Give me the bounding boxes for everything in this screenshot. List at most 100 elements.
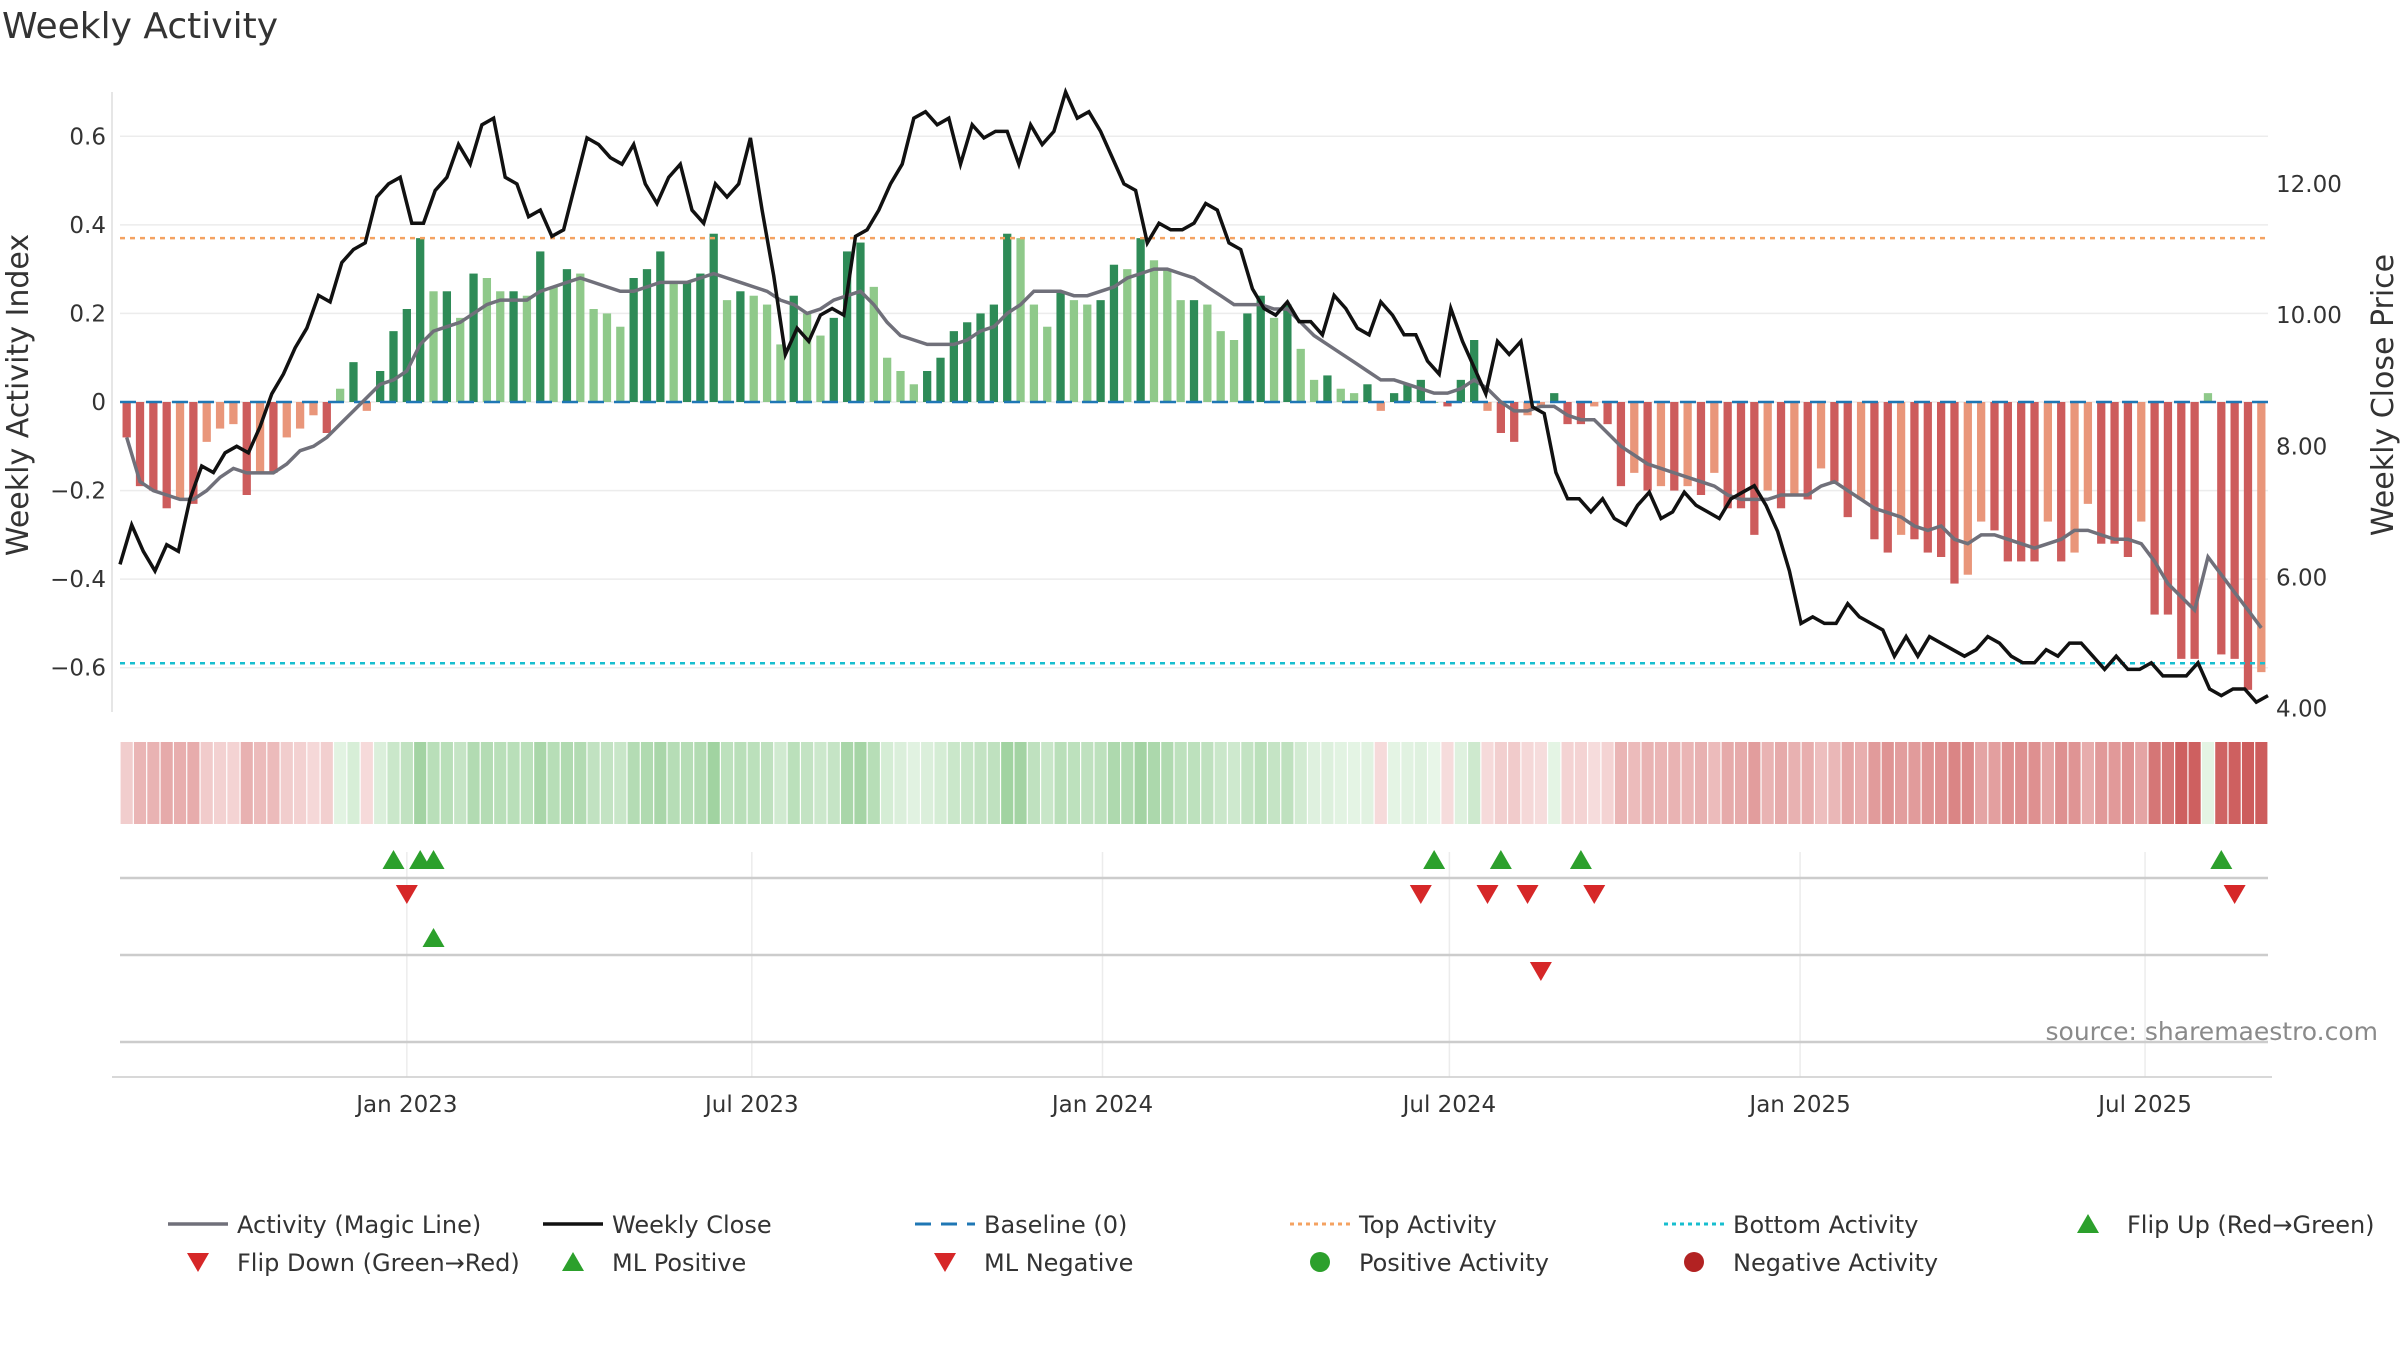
heat-cell (1868, 742, 1881, 824)
y-tick-label: 0.2 (69, 301, 106, 327)
activity-bar (1243, 313, 1252, 402)
activity-bar (549, 286, 558, 402)
activity-bar (589, 309, 598, 402)
heat-cell (1001, 742, 1014, 824)
flip-down-marker (1583, 885, 1606, 904)
heat-cell (480, 742, 493, 824)
activity-bar (1216, 331, 1225, 402)
heat-cell (1548, 742, 1561, 824)
heat-cell (1748, 742, 1761, 824)
heat-cell (2055, 742, 2068, 824)
y-tick-label: 0.6 (69, 124, 106, 150)
activity-bar (1389, 393, 1399, 402)
heat-cell (1414, 742, 1427, 824)
activity-bar (776, 344, 785, 402)
heat-cell (1441, 742, 1454, 824)
activity-bar (2110, 402, 2119, 544)
activity-bar (1790, 402, 1799, 495)
activity-bar (2163, 402, 2173, 615)
x-tick-label: Jul 2025 (2096, 1092, 2192, 1118)
heat-cell (1801, 742, 1814, 824)
heat-cell (1708, 742, 1721, 824)
heat-cell (814, 742, 827, 824)
activity-bar (429, 291, 438, 402)
activity-bar (1323, 375, 1332, 402)
activity-bar (616, 326, 625, 402)
flip-down-marker (395, 885, 418, 904)
heat-cell (694, 742, 707, 824)
activity-bar (2123, 402, 2133, 557)
activity-bar (295, 402, 305, 429)
heat-cell (1494, 742, 1507, 824)
heat-cell (654, 742, 667, 824)
activity-bar (1189, 300, 1199, 402)
x-tick-label: Jan 2024 (1050, 1092, 1153, 1118)
activity-bar (963, 322, 972, 402)
legend-item: Bottom Activity (1664, 1211, 1918, 1239)
heat-cell (1014, 742, 1027, 824)
legend-label: Flip Up (Red→Green) (2127, 1211, 2375, 1239)
activity-bar (1510, 402, 1519, 442)
flip-down-marker (2223, 885, 2246, 904)
activity-bar (1683, 402, 1692, 487)
y-tick-label: −0.4 (50, 567, 106, 593)
legend-item: Baseline (0) (915, 1211, 1127, 1239)
activity-bar (802, 313, 812, 402)
heat-cell (1614, 742, 1628, 824)
heat-cell (1841, 742, 1854, 824)
activity-bar (1923, 402, 1932, 553)
activity-bar (496, 291, 505, 402)
flip-up-marker (2210, 850, 2233, 869)
heat-cell (1468, 742, 1481, 824)
heat-cell (1601, 742, 1614, 824)
activity-bar (402, 309, 411, 402)
heat-cell (907, 742, 920, 824)
activity-bar (2137, 402, 2146, 522)
heat-cell (1975, 742, 1988, 824)
heat-cell (1334, 742, 1347, 824)
y2-tick-label: 8.00 (2276, 434, 2327, 460)
heat-cell (867, 742, 880, 824)
heat-cell (1814, 742, 1828, 824)
ml-positive-marker (422, 928, 445, 947)
flip-up-marker (1569, 850, 1592, 869)
legend-item: Weekly Close (543, 1211, 772, 1239)
heat-cell (614, 742, 627, 824)
flip-up-marker (382, 850, 405, 869)
activity-bar (242, 402, 251, 495)
activity-bar (1816, 402, 1826, 469)
heat-cell (440, 742, 453, 824)
legend-item: Positive Activity (1310, 1249, 1549, 1277)
y2-tick-labels: 12.00 10.00 8.00 6.00 4.00 (2276, 172, 2342, 723)
heat-cell (1895, 742, 1908, 824)
heat-cell (2148, 742, 2161, 824)
activity-bar (1069, 300, 1079, 402)
heat-cell (1668, 742, 1681, 824)
weekly-close-line (118, 86, 2269, 705)
heat-cell (2255, 742, 2268, 824)
heat-cell (1067, 742, 1080, 824)
heat-cell (1654, 742, 1668, 824)
heat-cell (2135, 742, 2148, 824)
activity-bar (1043, 326, 1052, 402)
heat-cell (400, 742, 413, 824)
heat-cell (627, 742, 640, 824)
heat-cell (2068, 742, 2081, 824)
heat-cell (760, 742, 774, 824)
activity-bar (362, 402, 371, 411)
legend-item: Top Activity (1290, 1211, 1497, 1239)
heat-cell (1107, 742, 1121, 824)
heat-cell (680, 742, 694, 824)
legend-item: Negative Activity (1684, 1249, 1938, 1277)
x-tick-labels: Jan 2023 Jul 2023 Jan 2024 Jul 2024 Jan 2025… (354, 1092, 2192, 1118)
activity-bar (722, 300, 732, 402)
heat-cell (133, 742, 147, 824)
heat-cell (574, 742, 587, 824)
heat-cell (414, 742, 427, 824)
activity-bar (1176, 300, 1185, 402)
heat-cell (827, 742, 840, 824)
activity-bar (896, 371, 905, 402)
activity-bar (1883, 402, 1892, 553)
heat-cell (1534, 742, 1547, 824)
